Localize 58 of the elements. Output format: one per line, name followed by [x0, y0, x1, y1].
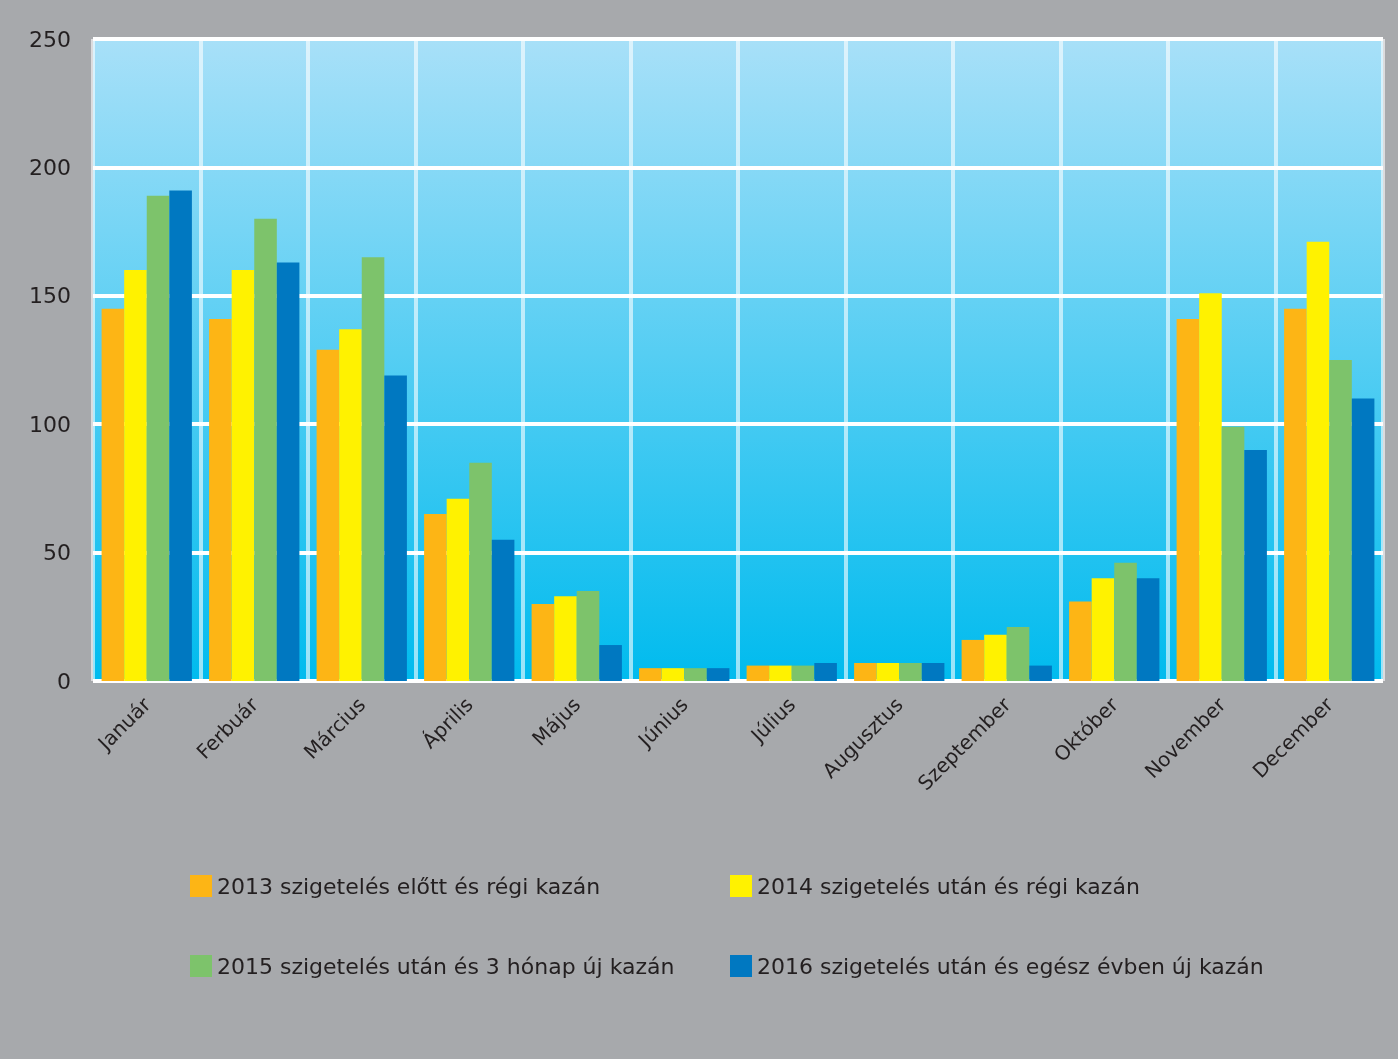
bar: [1351, 398, 1375, 681]
bar: [169, 190, 192, 681]
bar: [814, 663, 837, 681]
bar: [491, 539, 515, 681]
legend-label: 2014 szigetelés után és régi kazán: [757, 873, 1140, 899]
bar: [339, 329, 362, 681]
y-tick-label: 100: [29, 411, 71, 437]
bar: [921, 663, 945, 681]
bar: [361, 257, 385, 681]
bar: [469, 462, 492, 681]
bar: [1136, 578, 1160, 681]
bar: [1306, 241, 1330, 681]
y-tick-label: 250: [29, 26, 71, 52]
bar: [706, 668, 730, 681]
bar: [639, 668, 662, 681]
bar: [769, 665, 792, 681]
y-tick-label: 150: [29, 283, 71, 309]
bar: [1069, 601, 1092, 681]
legend-label: 2013 szigetelés előtt és régi kazán: [217, 873, 601, 899]
bar: [124, 270, 147, 681]
bar: [791, 665, 815, 681]
bar: [424, 514, 447, 681]
bar: [231, 270, 255, 681]
bar: [1221, 426, 1245, 681]
bar: [854, 663, 877, 681]
bar: [531, 603, 555, 681]
bar: [876, 663, 900, 681]
bar: [661, 668, 685, 681]
bar: [1284, 308, 1307, 681]
bar: [316, 349, 340, 681]
bar: [1329, 360, 1352, 681]
bar: [254, 218, 277, 681]
legend-label: 2015 szigetelés után és 3 hónap új kazán: [217, 953, 675, 979]
bar: [1091, 578, 1115, 681]
bar: [1176, 318, 1200, 681]
y-tick-label: 50: [43, 540, 71, 566]
bar: [1029, 665, 1052, 681]
bar: [984, 634, 1007, 681]
bar: [1114, 562, 1137, 681]
bar: [446, 498, 470, 681]
bar: [384, 375, 407, 681]
bar: [209, 318, 232, 681]
bar: [746, 665, 770, 681]
y-tick-label: 0: [57, 668, 71, 694]
bar: [1244, 449, 1267, 681]
bar: [1006, 627, 1030, 681]
bar: [554, 596, 577, 681]
bar: [276, 262, 300, 681]
legend-label: 2016 szigetelés után és egész évben új kazán: [757, 953, 1264, 979]
bar: [1199, 293, 1222, 681]
bar: [684, 668, 707, 681]
bar: [101, 308, 125, 681]
bar: [576, 591, 600, 681]
bar: [146, 195, 170, 681]
bar: [961, 639, 985, 681]
y-tick-label: 200: [29, 154, 71, 180]
bar: [599, 645, 622, 681]
bar: [899, 663, 922, 681]
